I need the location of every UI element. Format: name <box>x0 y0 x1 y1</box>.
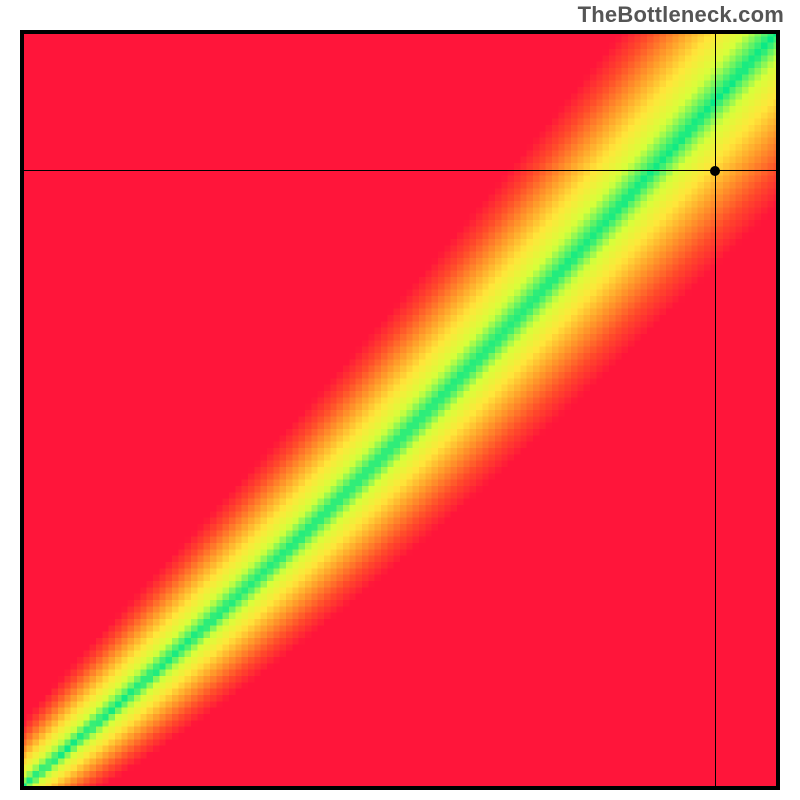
crosshair-vertical <box>715 30 716 790</box>
bottleneck-heatmap <box>20 30 780 790</box>
crosshair-marker-dot <box>710 166 720 176</box>
root-container: TheBottleneck.com <box>0 0 800 800</box>
watermark-text: TheBottleneck.com <box>578 2 784 28</box>
crosshair-horizontal <box>20 170 780 171</box>
